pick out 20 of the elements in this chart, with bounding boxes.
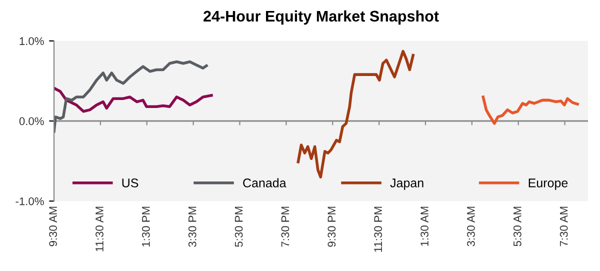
legend-label: Canada [243, 178, 286, 188]
y-tick-label: 1.0% [20, 37, 44, 46]
x-tick-label: 5:30 AM [513, 206, 522, 246]
x-tick-label: 11:30 AM [96, 206, 104, 252]
y-tick-label: -1.0% [16, 197, 44, 206]
legend-label: Japan [390, 178, 424, 190]
x-tick-label: 5:30 PM [234, 206, 243, 247]
x-tick-label: 7:30 AM [560, 206, 568, 246]
x-tick-label: 7:30 PM [281, 206, 290, 247]
x-tick-label: 11:30 PM [374, 206, 382, 252]
legend-label: US [122, 178, 138, 188]
x-tick-label: 3:30 PM [188, 206, 196, 247]
x-tick-label: 3:30 AM [467, 206, 475, 246]
x-tick-label: 9:30 AM [49, 206, 57, 246]
x-tick-label: 1:30 PM [142, 206, 150, 246]
x-tick-label: 9:30 PM [328, 206, 336, 247]
chart-title: 24-Hour Equity Market Snapshot [204, 10, 439, 25]
x-tick-label: 1:30 AM [420, 206, 428, 246]
legend-label: Europe [528, 178, 568, 190]
y-tick-label: 0.0% [19, 117, 44, 126]
